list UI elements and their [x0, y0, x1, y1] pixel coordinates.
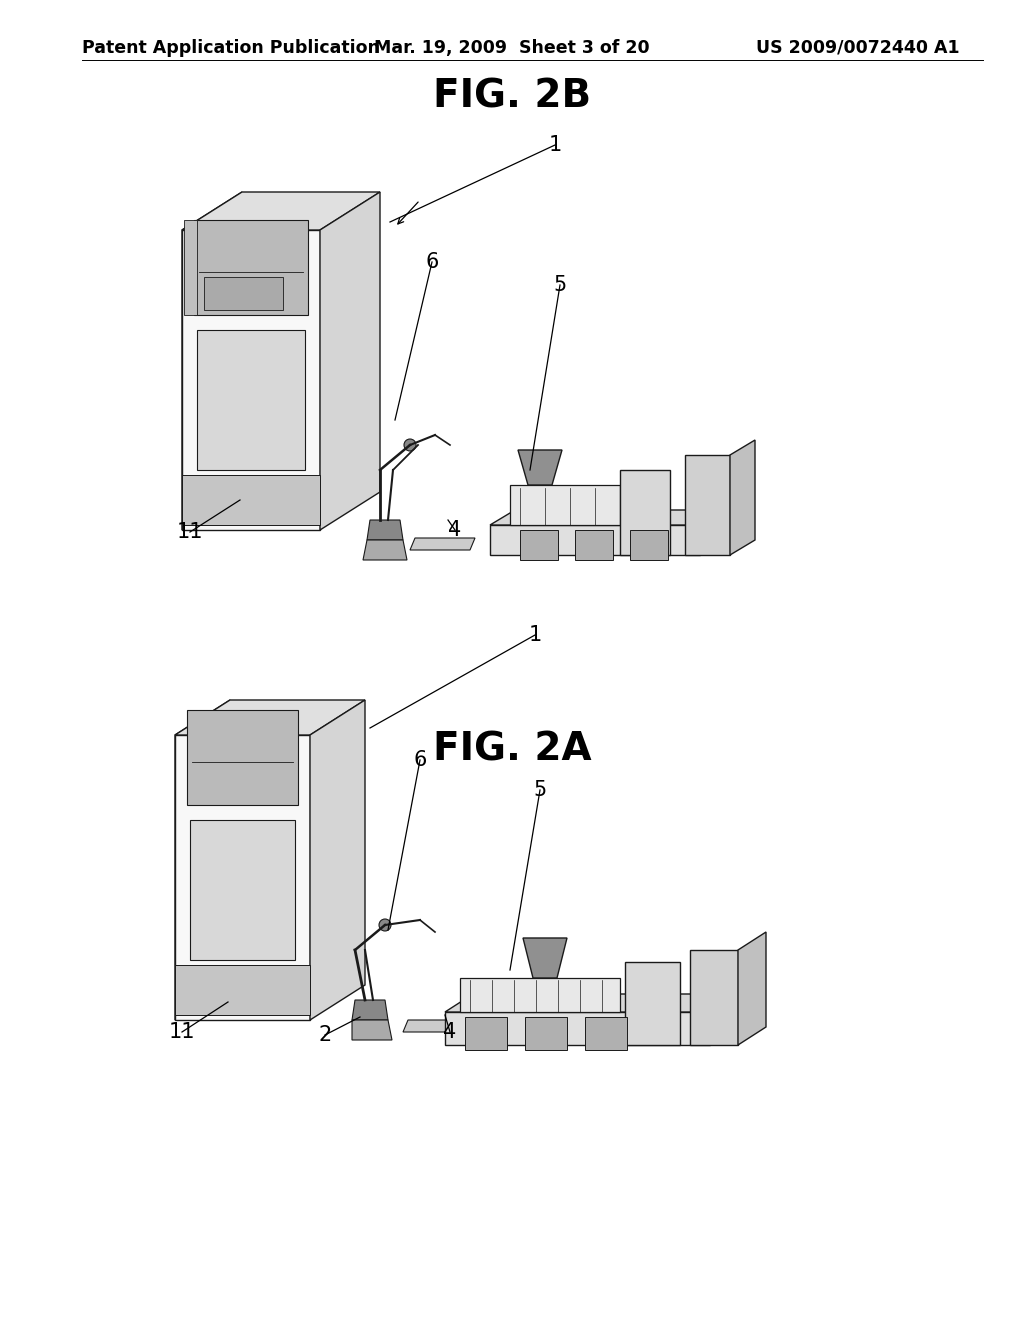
Polygon shape: [445, 994, 738, 1012]
Text: 2: 2: [318, 1026, 332, 1045]
Polygon shape: [367, 520, 403, 540]
Text: 1: 1: [549, 135, 561, 154]
Polygon shape: [310, 700, 365, 1020]
Polygon shape: [630, 531, 668, 560]
Polygon shape: [319, 191, 380, 531]
Polygon shape: [184, 220, 197, 315]
Polygon shape: [403, 1020, 472, 1032]
Text: 6: 6: [425, 252, 438, 272]
Polygon shape: [175, 700, 365, 735]
Polygon shape: [352, 1020, 392, 1040]
Polygon shape: [525, 1016, 567, 1049]
Text: 4: 4: [443, 1022, 457, 1041]
Circle shape: [404, 440, 416, 451]
Polygon shape: [182, 230, 319, 531]
Polygon shape: [182, 475, 319, 525]
Polygon shape: [585, 1016, 627, 1049]
Polygon shape: [685, 455, 730, 554]
Text: Patent Application Publication: Patent Application Publication: [82, 40, 380, 57]
Polygon shape: [460, 978, 620, 1012]
Text: 5: 5: [534, 780, 547, 800]
Text: 11: 11: [177, 521, 203, 543]
Polygon shape: [490, 525, 700, 554]
Polygon shape: [187, 710, 298, 805]
Polygon shape: [575, 531, 613, 560]
Polygon shape: [175, 965, 310, 1015]
Text: 4: 4: [449, 520, 462, 540]
Text: Mar. 19, 2009  Sheet 3 of 20: Mar. 19, 2009 Sheet 3 of 20: [374, 40, 650, 57]
Text: FIG. 2B: FIG. 2B: [433, 78, 591, 115]
Polygon shape: [352, 1001, 388, 1020]
Polygon shape: [410, 539, 475, 550]
Polygon shape: [700, 510, 725, 554]
Polygon shape: [620, 470, 670, 554]
Polygon shape: [194, 220, 308, 315]
Polygon shape: [738, 932, 766, 1045]
Polygon shape: [518, 450, 562, 484]
Text: 5: 5: [553, 275, 566, 294]
Polygon shape: [710, 994, 738, 1045]
Polygon shape: [175, 735, 310, 1020]
Polygon shape: [182, 191, 380, 230]
Text: US 2009/0072440 A1: US 2009/0072440 A1: [757, 40, 961, 57]
Text: 6: 6: [414, 750, 427, 770]
Polygon shape: [362, 540, 407, 560]
Polygon shape: [175, 700, 230, 1020]
Polygon shape: [445, 1012, 710, 1045]
Polygon shape: [510, 484, 620, 525]
Polygon shape: [523, 939, 567, 978]
Polygon shape: [490, 510, 725, 525]
Polygon shape: [197, 330, 305, 470]
Text: FIG. 2A: FIG. 2A: [433, 731, 591, 768]
Polygon shape: [730, 440, 755, 554]
Polygon shape: [182, 191, 242, 531]
Polygon shape: [465, 1016, 507, 1049]
Text: 11: 11: [169, 1022, 196, 1041]
Polygon shape: [520, 531, 558, 560]
Polygon shape: [204, 277, 283, 310]
Polygon shape: [690, 950, 738, 1045]
Polygon shape: [625, 962, 680, 1045]
Text: 1: 1: [528, 624, 542, 645]
Circle shape: [379, 919, 391, 931]
Polygon shape: [190, 820, 295, 960]
